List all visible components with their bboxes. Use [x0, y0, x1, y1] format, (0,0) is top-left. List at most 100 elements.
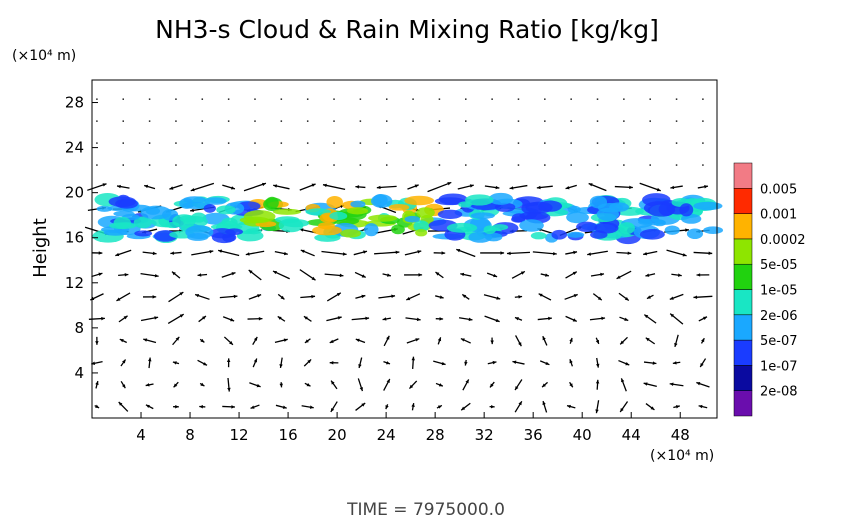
- cloud-cell: [639, 229, 665, 240]
- wind-arrowhead: [569, 383, 573, 388]
- y-unit-label: (×10⁴ m): [12, 48, 76, 64]
- wind-arrowhead: [154, 273, 159, 278]
- cloud-cell: [679, 203, 694, 217]
- wind-arrowhead: [152, 295, 157, 299]
- wind-arrowhead: [245, 252, 250, 256]
- wind-arrowhead: [172, 361, 177, 365]
- wind-arrowhead: [620, 340, 625, 345]
- cloud-cell: [318, 222, 335, 230]
- wind-arrowhead: [512, 360, 517, 364]
- cloud-cell: [567, 205, 581, 214]
- wind-arrowhead: [199, 405, 203, 409]
- wind-arrowhead: [518, 342, 522, 347]
- wind-arrowhead: [304, 339, 309, 343]
- cloud-cell: [458, 201, 472, 208]
- cloud-cell: [519, 219, 544, 232]
- wind-arrowhead: [175, 404, 179, 409]
- y-tick-label: 28: [65, 94, 84, 112]
- cloud-cell: [326, 196, 343, 209]
- wind-arrowhead: [303, 316, 308, 320]
- wind-arrowhead: [261, 182, 266, 187]
- cloud-cell: [133, 216, 152, 229]
- wind-arrowhead: [123, 315, 128, 320]
- wind-arrowhead: [545, 361, 550, 365]
- wind-arrowhead: [202, 316, 206, 320]
- cloud-cell: [225, 228, 244, 236]
- x-tick-label: 4: [136, 426, 146, 444]
- cloud-cell: [108, 196, 137, 207]
- cloud-cell: [465, 194, 494, 206]
- wind-arrowhead: [669, 382, 674, 386]
- wind-arrowhead: [226, 358, 231, 363]
- cloud-cell: [388, 204, 410, 211]
- colorbar-swatch: [733, 238, 753, 265]
- wind-arrowhead: [518, 401, 522, 406]
- wind-arrowhead: [311, 294, 316, 299]
- wind-arrowhead: [491, 404, 495, 409]
- wind-arrowhead: [587, 252, 592, 256]
- wind-arrowhead: [382, 317, 387, 321]
- colorbar-swatch: [733, 339, 753, 366]
- wind-arrowhead: [248, 269, 253, 274]
- wind-arrowhead: [506, 251, 511, 256]
- wind-arrowhead: [700, 363, 704, 368]
- y-tick-label: 12: [65, 274, 84, 292]
- wind-arrow: [532, 251, 557, 255]
- wind-arrowhead: [489, 383, 494, 388]
- wind-arrowhead: [386, 335, 390, 340]
- wind-arrowhead: [518, 295, 523, 299]
- wind-arrowhead: [567, 404, 571, 409]
- wind-arrowhead: [627, 251, 632, 255]
- colorbar-label: 5e-07: [760, 334, 798, 349]
- wind-arrowhead: [311, 183, 316, 187]
- wind-arrowhead: [464, 361, 468, 366]
- wind-arrowhead: [253, 336, 258, 341]
- wind-arrowhead: [704, 185, 708, 189]
- y-tick-label: 8: [74, 319, 84, 337]
- wind-arrowhead: [336, 292, 341, 297]
- wind-arrowhead: [542, 336, 546, 341]
- cloud-cell: [265, 196, 279, 210]
- wind-arrowhead: [438, 383, 443, 387]
- wind-arrowhead: [616, 275, 621, 279]
- cloud-cell: [483, 225, 497, 235]
- cloud-cell: [145, 207, 161, 215]
- wind-arrowhead: [307, 359, 312, 364]
- x-tick-label: 8: [185, 426, 195, 444]
- wind-arrowhead: [145, 404, 150, 409]
- wind-arrowhead: [355, 185, 360, 189]
- wind-arrowhead: [693, 295, 698, 299]
- wind-arrowhead: [643, 382, 648, 386]
- chart-title: NH3-s Cloud & Rain Mixing Ratio [kg/kg]: [155, 15, 659, 44]
- cloud-cell: [368, 214, 398, 222]
- cloud-cell: [551, 229, 568, 240]
- colorbar-swatch: [733, 390, 753, 417]
- wind-arrowhead: [258, 316, 263, 321]
- wind-arrowhead: [669, 296, 674, 300]
- wind-arrowhead: [342, 252, 347, 256]
- x-tick-label: 12: [230, 426, 249, 444]
- wind-arrowhead: [277, 316, 282, 320]
- colorbar-label: 2e-06: [760, 309, 798, 324]
- wind-arrowhead: [200, 338, 205, 343]
- cloud-cell: [216, 205, 236, 215]
- cloud-cell: [203, 204, 216, 213]
- wind-arrowhead: [682, 253, 687, 257]
- wind-arrowhead: [650, 406, 655, 410]
- wind-arrowhead: [175, 336, 180, 341]
- wind-arrowhead: [708, 251, 713, 255]
- wind-arrowhead: [573, 294, 578, 298]
- colorbar-swatch: [733, 213, 753, 240]
- cloud-cell: [470, 212, 495, 219]
- wind-arrowhead: [116, 297, 121, 301]
- wind-arrowhead: [601, 316, 606, 321]
- wind-arrowhead: [520, 271, 525, 275]
- wind-arrowhead: [124, 273, 129, 277]
- wind-arrowhead: [253, 358, 258, 363]
- cloud-layer: [92, 192, 724, 245]
- x-unit-label: (×10⁴ m): [650, 448, 714, 464]
- wind-arrowhead: [437, 337, 442, 342]
- wind-arrowhead: [385, 405, 389, 410]
